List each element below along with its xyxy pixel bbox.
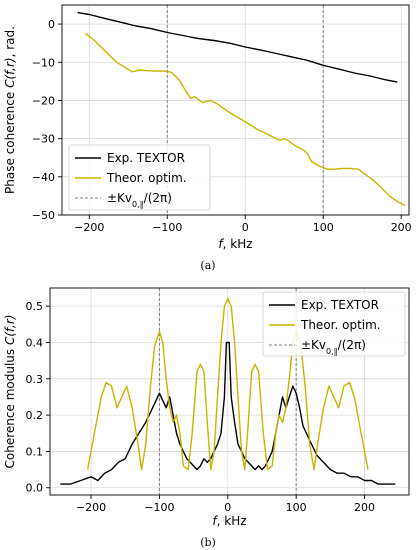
y-tick-label: 0 <box>48 18 55 31</box>
y-tick-label: 0.5 <box>26 300 44 313</box>
y-tick-label: 0.3 <box>26 373 44 386</box>
x-tick-label: −200 <box>74 221 104 234</box>
panel-a: −200 −100 0 100 200 0 −10 −20 −30 −40 −50 f, kHz Pha… <box>3 4 412 272</box>
x-axis-label: f, kHz <box>218 237 252 251</box>
legend-label: ±Kv0,∥/(2π) <box>301 338 366 356</box>
y-tick-label: −30 <box>32 133 55 146</box>
series-line-exp-textor <box>77 11 398 83</box>
x-tick-label: −200 <box>76 501 106 514</box>
y-tick-label: −10 <box>32 56 55 69</box>
y-tick-label: −40 <box>32 171 55 184</box>
x-tick-label: 200 <box>354 501 375 514</box>
panel-b: −200 −100 0 100 200 0.0 0.1 0.2 0.3 0.4 0.5 f, kHz C… <box>3 287 410 549</box>
legend: Exp. TEXTOR Theor. optim. ±Kv0,∥/(2π) <box>262 291 406 357</box>
legend-label: Theor. optim. <box>300 318 381 332</box>
x-tick-label: 0 <box>242 221 249 234</box>
legend-label: Exp. TEXTOR <box>107 151 185 165</box>
y-axis-label: Phase coherence C(f,r), rad. <box>3 26 17 194</box>
x-axis-label: f, kHz <box>212 514 246 528</box>
y-tick-label: 0.0 <box>26 482 44 495</box>
y-axis-label: Coherence modulus C(f,r) <box>3 315 17 469</box>
y-tick-label: −20 <box>32 94 55 107</box>
y-tick-label: 0.4 <box>26 336 44 349</box>
axes-frame <box>49 287 410 496</box>
legend-label: Theor. optim. <box>106 171 187 185</box>
y-tick-label: 0.1 <box>26 445 44 458</box>
legend-label: ±Kv0,∥/(2π) <box>107 191 172 209</box>
legend-box <box>262 291 406 357</box>
panel-label: (b) <box>200 536 216 549</box>
legend-label: Exp. TEXTOR <box>301 298 379 312</box>
y-tick-label: 0.2 <box>26 409 44 422</box>
x-tick-label: 100 <box>313 221 334 234</box>
panel-label: (a) <box>200 259 215 272</box>
x-tick-label: 200 <box>391 221 412 234</box>
x-tick-label: 0 <box>224 501 231 514</box>
x-tick-label: 100 <box>286 501 307 514</box>
legend-box <box>68 144 211 211</box>
axes-frame <box>61 4 410 216</box>
legend: Exp. TEXTOR Theor. optim. ±Kv0,∥/(2π) <box>68 144 211 211</box>
x-tick-label: −100 <box>152 221 182 234</box>
y-tick-label: −50 <box>32 209 55 222</box>
x-tick-label: −100 <box>144 501 174 514</box>
